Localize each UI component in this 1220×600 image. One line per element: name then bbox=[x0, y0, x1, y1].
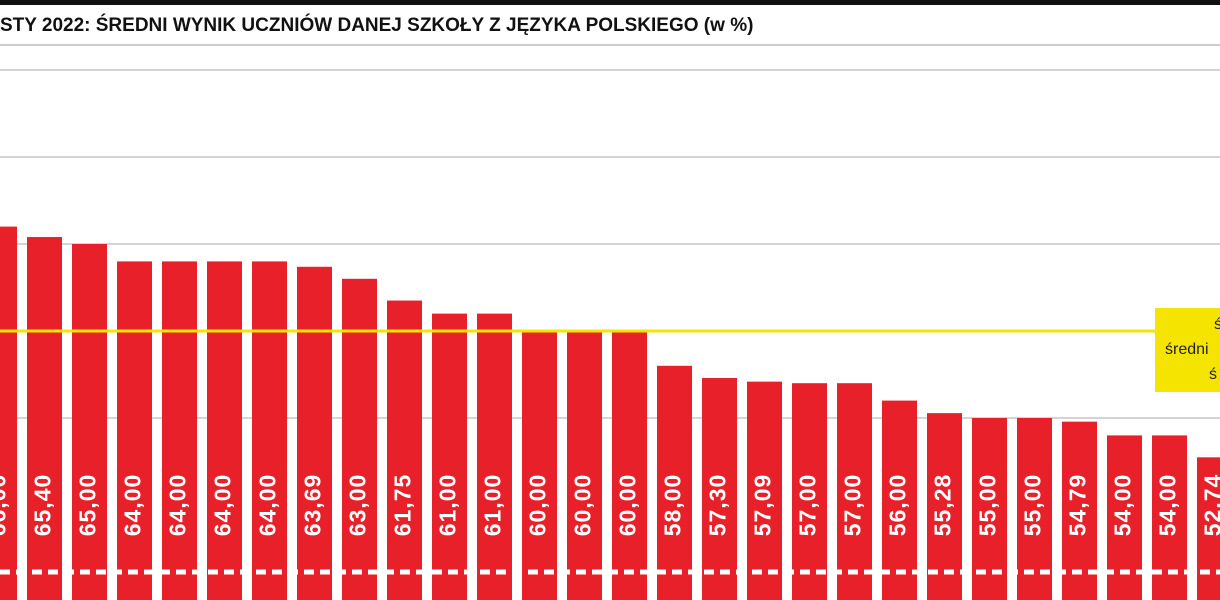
value-label: 55,28 bbox=[930, 474, 956, 537]
value-label: 56,00 bbox=[885, 474, 911, 537]
value-label: 57,09 bbox=[750, 474, 776, 537]
bar bbox=[927, 413, 962, 600]
bar bbox=[792, 383, 827, 600]
value-label: 54,79 bbox=[1065, 474, 1091, 537]
value-label: 55,00 bbox=[1020, 474, 1046, 537]
chart-title: STY 2022: ŚREDNI WYNIK UCZNIÓW DANEJ SZK… bbox=[0, 14, 753, 36]
bar bbox=[657, 365, 692, 600]
bar bbox=[297, 266, 332, 600]
value-label: 52,74 bbox=[1200, 474, 1220, 537]
bar bbox=[612, 331, 647, 600]
value-label: 64,00 bbox=[210, 474, 236, 537]
bar bbox=[342, 278, 377, 600]
bar bbox=[207, 261, 242, 600]
reference-label: ś bbox=[1214, 316, 1220, 333]
bar bbox=[882, 400, 917, 600]
bar bbox=[477, 313, 512, 600]
reference-label: średni bbox=[1165, 341, 1209, 358]
value-label: 65,00 bbox=[75, 474, 101, 537]
value-label: 57,30 bbox=[705, 474, 731, 537]
bar bbox=[117, 261, 152, 600]
bar bbox=[522, 331, 557, 600]
bar bbox=[72, 244, 107, 600]
value-label: 65,40 bbox=[30, 474, 56, 537]
value-label: 60,00 bbox=[570, 474, 596, 537]
value-label: 55,00 bbox=[975, 474, 1001, 537]
bar bbox=[27, 237, 62, 600]
value-label: 63,00 bbox=[345, 474, 371, 537]
bar bbox=[0, 226, 17, 600]
value-label: 61,75 bbox=[390, 474, 416, 537]
value-label: 63,69 bbox=[300, 474, 326, 537]
bar bbox=[837, 383, 872, 600]
value-label: 61,00 bbox=[480, 474, 506, 537]
bar bbox=[252, 261, 287, 600]
value-label: 66,00 bbox=[0, 474, 11, 537]
value-label: 57,00 bbox=[795, 474, 821, 537]
value-label: 64,00 bbox=[165, 474, 191, 537]
value-label: 58,00 bbox=[660, 474, 686, 537]
bar bbox=[702, 377, 737, 600]
bar bbox=[432, 313, 467, 600]
value-label: 54,00 bbox=[1155, 474, 1181, 537]
value-label: 61,00 bbox=[435, 474, 461, 537]
bar bbox=[387, 300, 422, 600]
value-label: 60,00 bbox=[525, 474, 551, 537]
top-border bbox=[0, 0, 1220, 5]
reference-label: ś bbox=[1209, 366, 1217, 383]
reference-box bbox=[1155, 308, 1220, 392]
bar bbox=[1197, 457, 1220, 600]
bar bbox=[567, 331, 602, 600]
value-label: 60,00 bbox=[615, 474, 641, 537]
value-label: 64,00 bbox=[255, 474, 281, 537]
value-label: 57,00 bbox=[840, 474, 866, 537]
value-label: 54,00 bbox=[1110, 474, 1136, 537]
value-label: 64,00 bbox=[120, 474, 146, 537]
bar bbox=[162, 261, 197, 600]
bar bbox=[747, 381, 782, 600]
